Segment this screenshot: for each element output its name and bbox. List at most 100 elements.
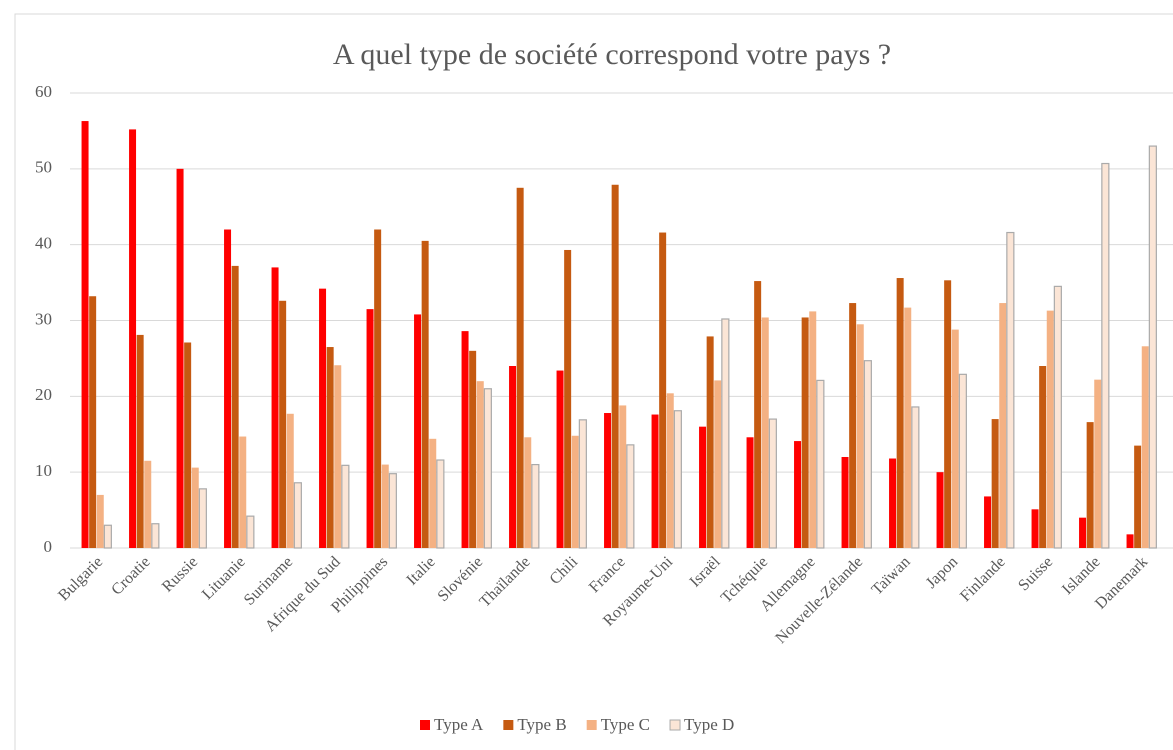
bar [1079, 517, 1087, 548]
bar [944, 280, 952, 548]
bar [279, 300, 287, 548]
bar [1126, 534, 1134, 548]
bar [286, 413, 294, 548]
bar [326, 347, 334, 548]
bar [136, 334, 144, 548]
bar [198, 488, 207, 549]
bar [746, 437, 754, 548]
bar [991, 419, 999, 548]
bar [673, 410, 682, 549]
x-tick-label: Thaïlande [476, 553, 533, 610]
bar [231, 265, 239, 548]
bar [659, 232, 667, 549]
x-tick-label: France [586, 553, 629, 596]
bar [666, 393, 674, 548]
bar [794, 441, 802, 548]
bar [1148, 145, 1157, 549]
x-tick-label: Danemark [1092, 553, 1151, 612]
bar [564, 249, 572, 548]
bar [604, 413, 612, 548]
bar [768, 418, 777, 549]
bar [1046, 310, 1054, 548]
bar [96, 494, 104, 548]
bar [651, 414, 659, 548]
bar [191, 467, 199, 548]
bar [1031, 509, 1039, 548]
bar [611, 184, 619, 548]
x-tick-label: Bulgarie [55, 553, 106, 604]
bar [619, 405, 627, 548]
bar [571, 435, 579, 548]
bar [626, 444, 635, 549]
bar [849, 303, 857, 548]
x-tick-label: Suisse [1015, 553, 1056, 594]
bar [144, 460, 152, 548]
bar [856, 324, 864, 548]
bar [421, 240, 429, 548]
bar [271, 267, 279, 548]
y-tick-label: 60 [35, 82, 52, 101]
bar [469, 350, 477, 548]
bar [509, 366, 517, 548]
legend-swatch [420, 720, 430, 730]
bar [699, 426, 707, 548]
bar [904, 307, 912, 548]
x-tick-label: Croatie [108, 553, 153, 598]
bar [129, 129, 137, 548]
bar [483, 388, 492, 549]
bar [429, 438, 437, 548]
bar [1053, 285, 1062, 549]
bar [1006, 231, 1015, 549]
x-tick-label: Finlande [957, 553, 1009, 605]
bar [958, 373, 967, 549]
bar [81, 121, 89, 548]
y-tick-label: 20 [35, 385, 52, 404]
bar [89, 296, 97, 548]
bar [714, 380, 722, 548]
bar [224, 229, 232, 548]
bar [516, 187, 524, 548]
bar [1134, 445, 1142, 548]
bar [103, 524, 112, 549]
chart-title: A quel type de société correspond votre … [333, 38, 891, 71]
x-tick-label: Russie [159, 553, 201, 595]
bar [706, 336, 714, 548]
legend-label: Type D [684, 715, 734, 734]
bar [1039, 366, 1047, 548]
bar [1094, 379, 1102, 548]
bar [524, 437, 532, 548]
x-tick-label: Taïwan [869, 553, 914, 598]
x-tick-label: Chili [547, 553, 582, 588]
bar [556, 370, 564, 548]
legend-label: Type B [517, 715, 566, 734]
x-tick-label: Islande [1059, 553, 1104, 598]
bar [863, 360, 872, 549]
y-tick-label: 40 [35, 234, 52, 253]
bar [889, 458, 897, 548]
bar [1141, 346, 1149, 548]
bar [381, 464, 389, 548]
legend-swatch [669, 719, 681, 731]
x-tick-label: Nouvelle-Zélande [772, 553, 866, 647]
x-tick-label: Israël [687, 553, 725, 591]
y-tick-label: 30 [35, 309, 52, 328]
bar [388, 473, 397, 549]
bar [911, 406, 920, 549]
bar [319, 288, 327, 548]
bar [801, 317, 809, 548]
bar [896, 278, 904, 548]
bar [761, 317, 769, 548]
bar [374, 229, 382, 548]
bar [1086, 422, 1094, 548]
y-tick-label: 10 [35, 461, 52, 480]
bar [531, 463, 540, 549]
bar [999, 303, 1007, 548]
bar [184, 342, 192, 548]
bar [754, 281, 762, 548]
bar [816, 379, 825, 549]
y-tick-label: 0 [44, 537, 53, 556]
bar [721, 318, 730, 549]
legend-label: Type A [434, 715, 484, 734]
y-tick-label: 50 [35, 158, 52, 177]
